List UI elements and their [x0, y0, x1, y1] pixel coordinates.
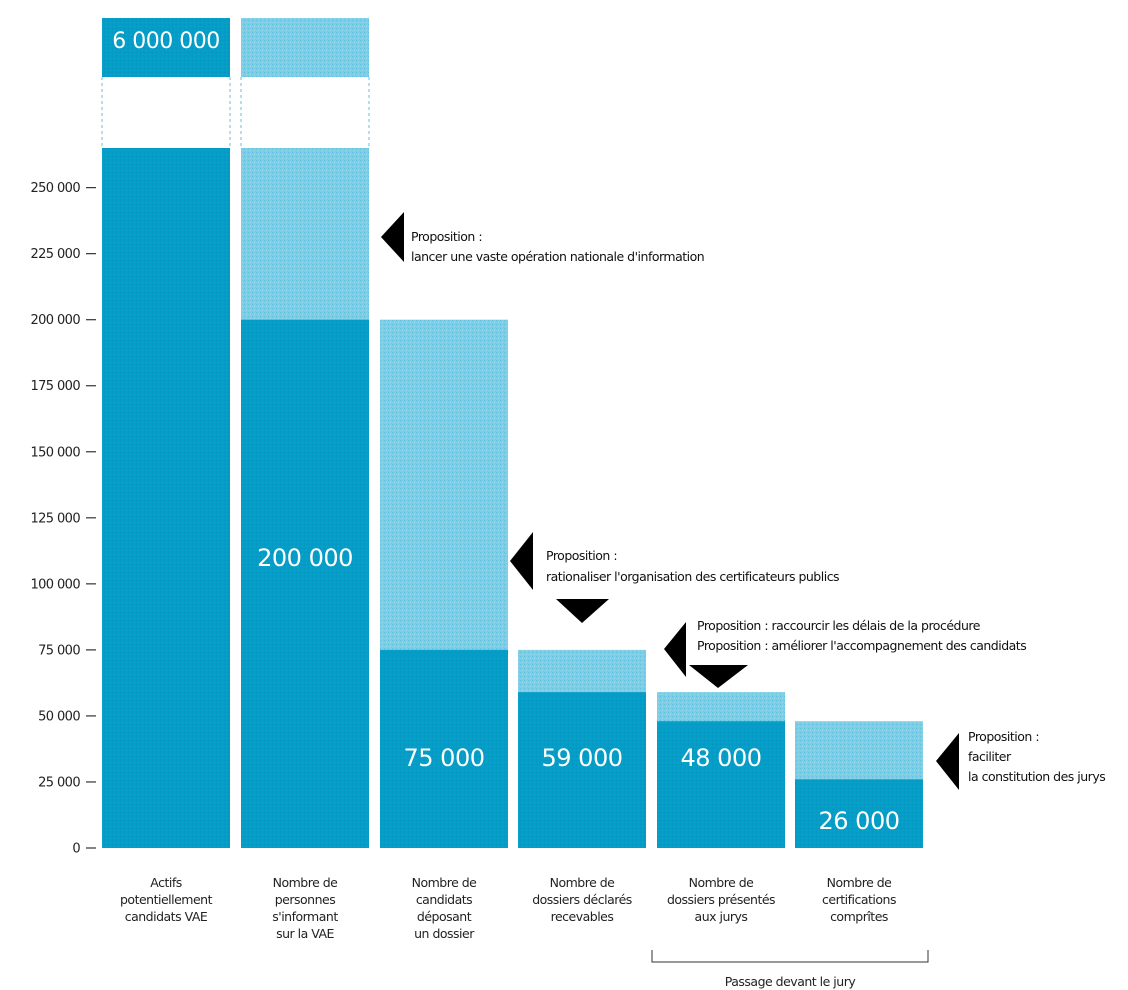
y-tick-label: 175 000 — [30, 379, 80, 394]
y-tick-label: 125 000 — [30, 511, 80, 526]
y-tick-label: 75 000 — [38, 643, 80, 658]
bar-top-segment — [102, 18, 230, 77]
arrow-left-icon — [664, 622, 686, 677]
bar-group — [240, 18, 370, 848]
bar-value-label: 59 000 — [542, 744, 623, 772]
arrow-down-icon — [556, 599, 609, 623]
arrow-left-icon — [936, 733, 959, 790]
bar-value-label: 200 000 — [257, 544, 353, 572]
bracket-label: Passage devant le jury — [725, 974, 857, 989]
proposition-text: Proposition : rationaliser l'organisation… — [546, 548, 839, 584]
bar-value-segment — [380, 649, 508, 848]
y-tick-label: 0 — [72, 842, 80, 857]
bars — [101, 18, 923, 848]
category-label: Nombre de dossiers présentés aux jurys — [667, 875, 775, 924]
y-tick-label: 25 000 — [38, 775, 80, 790]
category-label: Nombre de personnes s'informant sur la VAE — [272, 875, 338, 941]
bar-group — [657, 692, 785, 848]
y-axis: 0 25 000 50 000 75 000 100 000 125 000 150 000… — [30, 181, 96, 857]
arrow-down-icon — [689, 665, 748, 688]
bar-light-segment — [102, 148, 230, 848]
bar-value-segment — [518, 692, 646, 848]
bar-value-segment — [795, 779, 923, 848]
arrow-left-icon — [510, 532, 533, 590]
bracket-line — [651, 950, 929, 963]
bar-group — [101, 18, 231, 848]
category-labels: Actifs potentiellement candidats VAE Nombre… — [120, 875, 896, 941]
bar-value-label: 6 000 000 — [112, 29, 219, 54]
jury-bracket: Passage devant le jury — [651, 950, 929, 989]
bar-value-label: 48 000 — [681, 744, 762, 772]
bar-value-segment — [657, 721, 785, 848]
bar-value-label: 26 000 — [819, 807, 900, 835]
bar-group — [518, 649, 646, 848]
bar-value-segment — [241, 319, 369, 848]
bar-group — [380, 319, 508, 848]
proposition-text: Proposition : raccourcir les délais de l… — [697, 618, 1026, 653]
bar-group — [795, 721, 923, 848]
y-tick-label: 100 000 — [30, 577, 80, 592]
category-label: Nombre de dossiers déclarés recevables — [532, 875, 632, 924]
proposition-text: Proposition : lancer une vaste opération … — [411, 229, 704, 264]
y-tick-label: 50 000 — [38, 709, 80, 724]
annotations: Proposition : lancer une vaste opération … — [381, 212, 1106, 790]
bar-value-label: 75 000 — [404, 744, 485, 772]
arrow-left-icon — [381, 212, 404, 262]
category-label: Actifs potentiellement candidats VAE — [120, 875, 213, 924]
y-tick-label: 250 000 — [30, 181, 80, 196]
y-tick-label: 150 000 — [30, 445, 80, 460]
y-tick-label: 225 000 — [30, 247, 80, 262]
proposition-text: Proposition : faciliter la constitution de… — [968, 729, 1105, 784]
bar-value-labels: 6 000 000 200 000 75 000 59 000 48 000 26 000 — [112, 29, 900, 835]
y-tick-label: 200 000 — [30, 313, 80, 328]
category-label: Nombre de certifications comprîtes — [822, 875, 896, 924]
category-label: Nombre de candidats déposant un dossier — [412, 875, 478, 941]
bar-top-segment — [241, 18, 369, 77]
